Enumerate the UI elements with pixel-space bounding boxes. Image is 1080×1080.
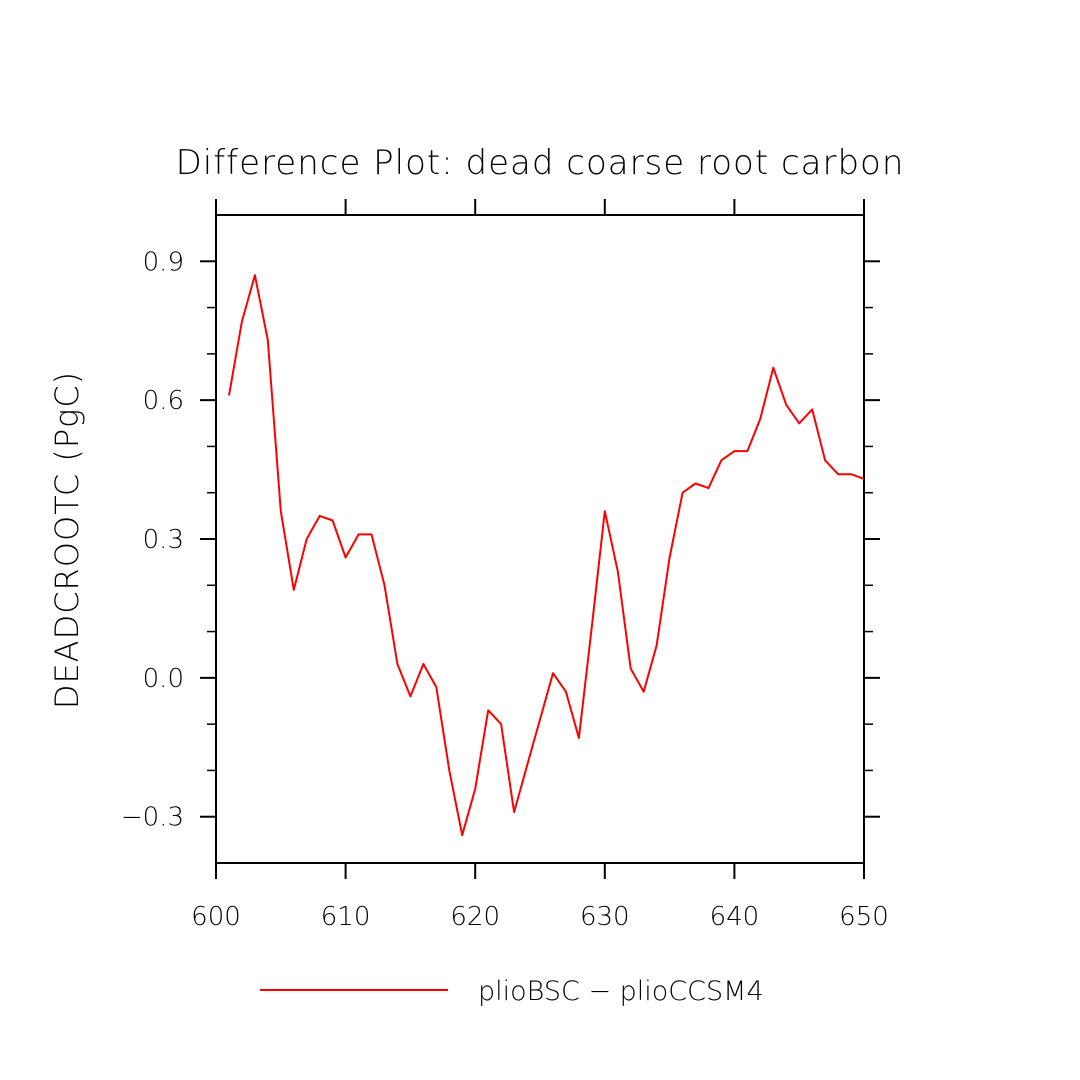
y-tick-label: 0.6 [143,386,184,416]
y-tick-label: 0.3 [143,525,184,555]
series-line [228,274,865,837]
plot-border [215,214,865,864]
x-tick-label: 600 [191,902,241,932]
legend-label: plioBSC − plioCCSM4 [478,976,764,1007]
y-tick-label: 0.9 [143,247,184,277]
axis-ticks [200,199,880,879]
x-tick-label: 630 [580,902,630,932]
x-tick-label: 620 [450,902,500,932]
y-tick-label: 0.0 [143,664,184,694]
plot-frame [215,214,865,864]
series-group [228,274,865,837]
legend: plioBSC − plioCCSM4 [260,976,764,1007]
y-tick-label: −0.3 [121,803,184,833]
x-tick-label: 610 [321,902,371,932]
tick-labels: 600 610 620 630 640 650 −0.3 0.0 0.3 0.6 0.9 [121,247,889,932]
y-axis-label: DEADCROOTC (PgC) [48,371,86,709]
chart-title: Difference Plot: dead coarse root carbon [176,143,905,183]
x-tick-label: 650 [839,902,889,932]
x-tick-label: 640 [710,902,760,932]
